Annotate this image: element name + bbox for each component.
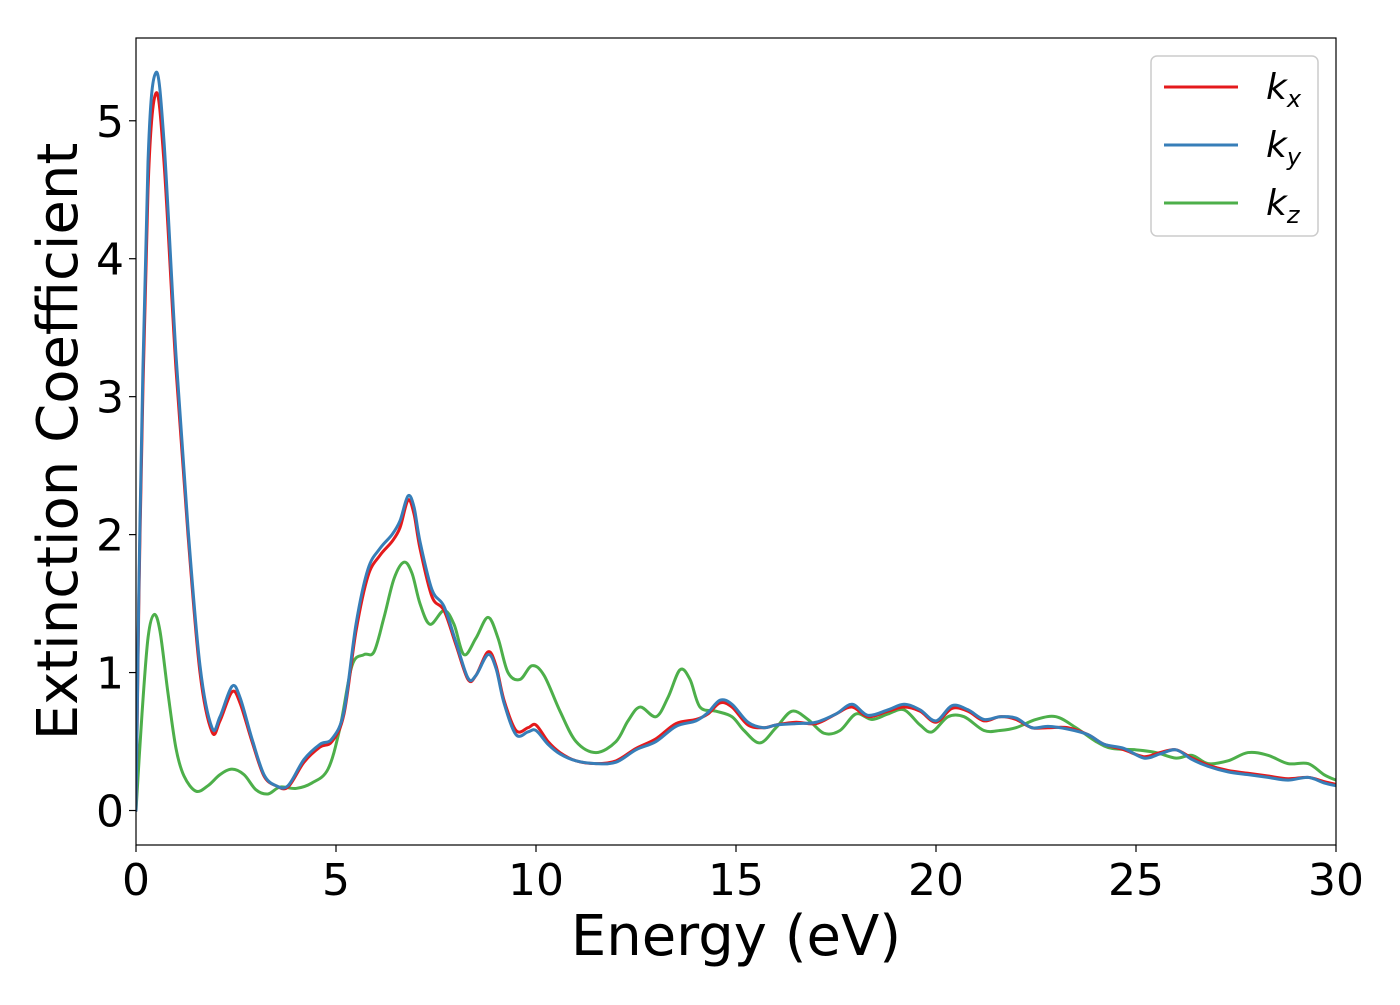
y-tick-label: 5 (96, 97, 124, 148)
legend-item-kx: kx (1164, 67, 1302, 113)
y-tick-label: 4 (96, 235, 124, 286)
legend-label-subscript: x (1286, 85, 1302, 113)
series-layer (136, 70, 1336, 813)
series-line-kz (136, 560, 1336, 813)
x-tick-label: 25 (1108, 855, 1164, 906)
y-axis-title: Extinction Coefficient (26, 143, 91, 741)
y-tick-label: 1 (96, 649, 124, 700)
x-tick-label: 0 (122, 855, 150, 906)
legend-item-ky: ky (1164, 125, 1302, 171)
legend-label-base: k (1266, 183, 1289, 224)
y-tick-label: 3 (96, 373, 124, 424)
legend-label-base: k (1266, 67, 1289, 108)
x-tick-label: 15 (708, 855, 764, 906)
legend-label-subscript: y (1286, 143, 1302, 171)
axis-ticks: 0 5 10 15 20 25 30 0 1 2 3 4 5 (96, 97, 1364, 906)
legend-item-kz: kz (1164, 183, 1301, 229)
legend-label: kx (1266, 67, 1302, 113)
legend-label: kz (1266, 183, 1301, 229)
x-tick-label: 10 (508, 855, 564, 906)
legend-label-base: k (1266, 125, 1289, 166)
x-tick-label: 20 (908, 855, 964, 906)
x-tick-label: 5 (322, 855, 350, 906)
x-tick-label: 30 (1308, 855, 1364, 906)
y-tick-label: 0 (96, 787, 124, 838)
y-tick-label: 2 (96, 511, 124, 562)
series-line-ky (136, 70, 1336, 813)
legend-label: ky (1266, 125, 1302, 171)
x-axis-title: Energy (eV) (571, 904, 901, 969)
legend-label-subscript: z (1286, 201, 1301, 229)
